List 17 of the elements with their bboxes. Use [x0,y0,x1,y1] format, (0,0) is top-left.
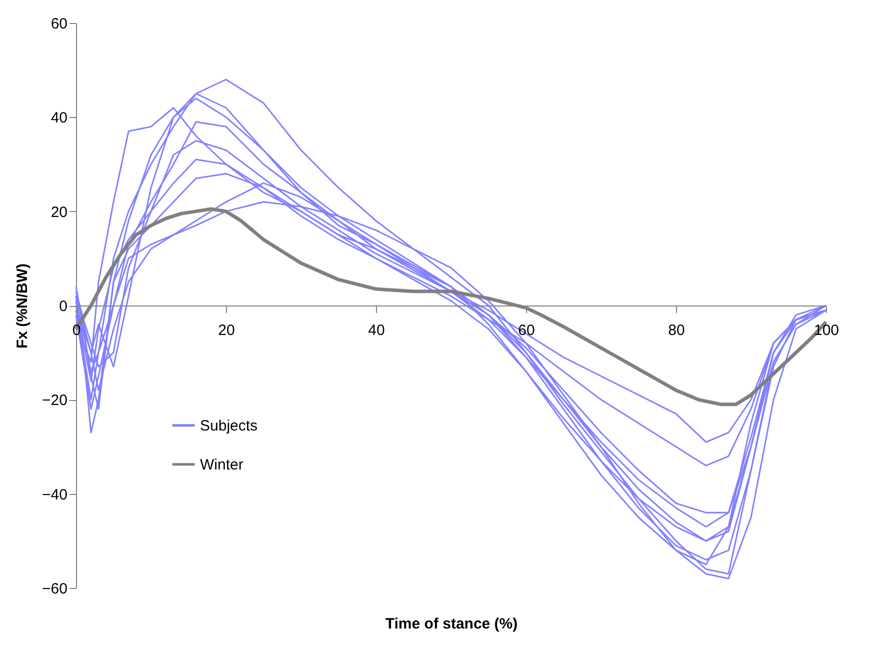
x-tick-label: 0 [72,322,81,339]
x-axis-title: Time of stance (%) [385,616,518,632]
y-tick-label: −20 [42,392,68,410]
x-tick-label: 100 [814,322,840,339]
y-tick-label: −40 [42,486,68,504]
x-tick-label: 20 [218,322,235,339]
y-tick-label: 40 [50,110,68,127]
y-tick-label: 60 [50,16,68,32]
y-tick-label: 20 [50,204,68,221]
legend-label: Winter [200,456,244,474]
x-tick-label: 40 [368,322,385,339]
x-tick-label: 80 [668,322,685,339]
y-tick-label: 0 [59,298,68,315]
y-tick-label: −60 [42,580,68,598]
y-axis-title: Fx (%N/BW) [14,264,32,348]
legend-label: Subjects [200,417,258,434]
x-tick-label: 60 [518,322,535,339]
